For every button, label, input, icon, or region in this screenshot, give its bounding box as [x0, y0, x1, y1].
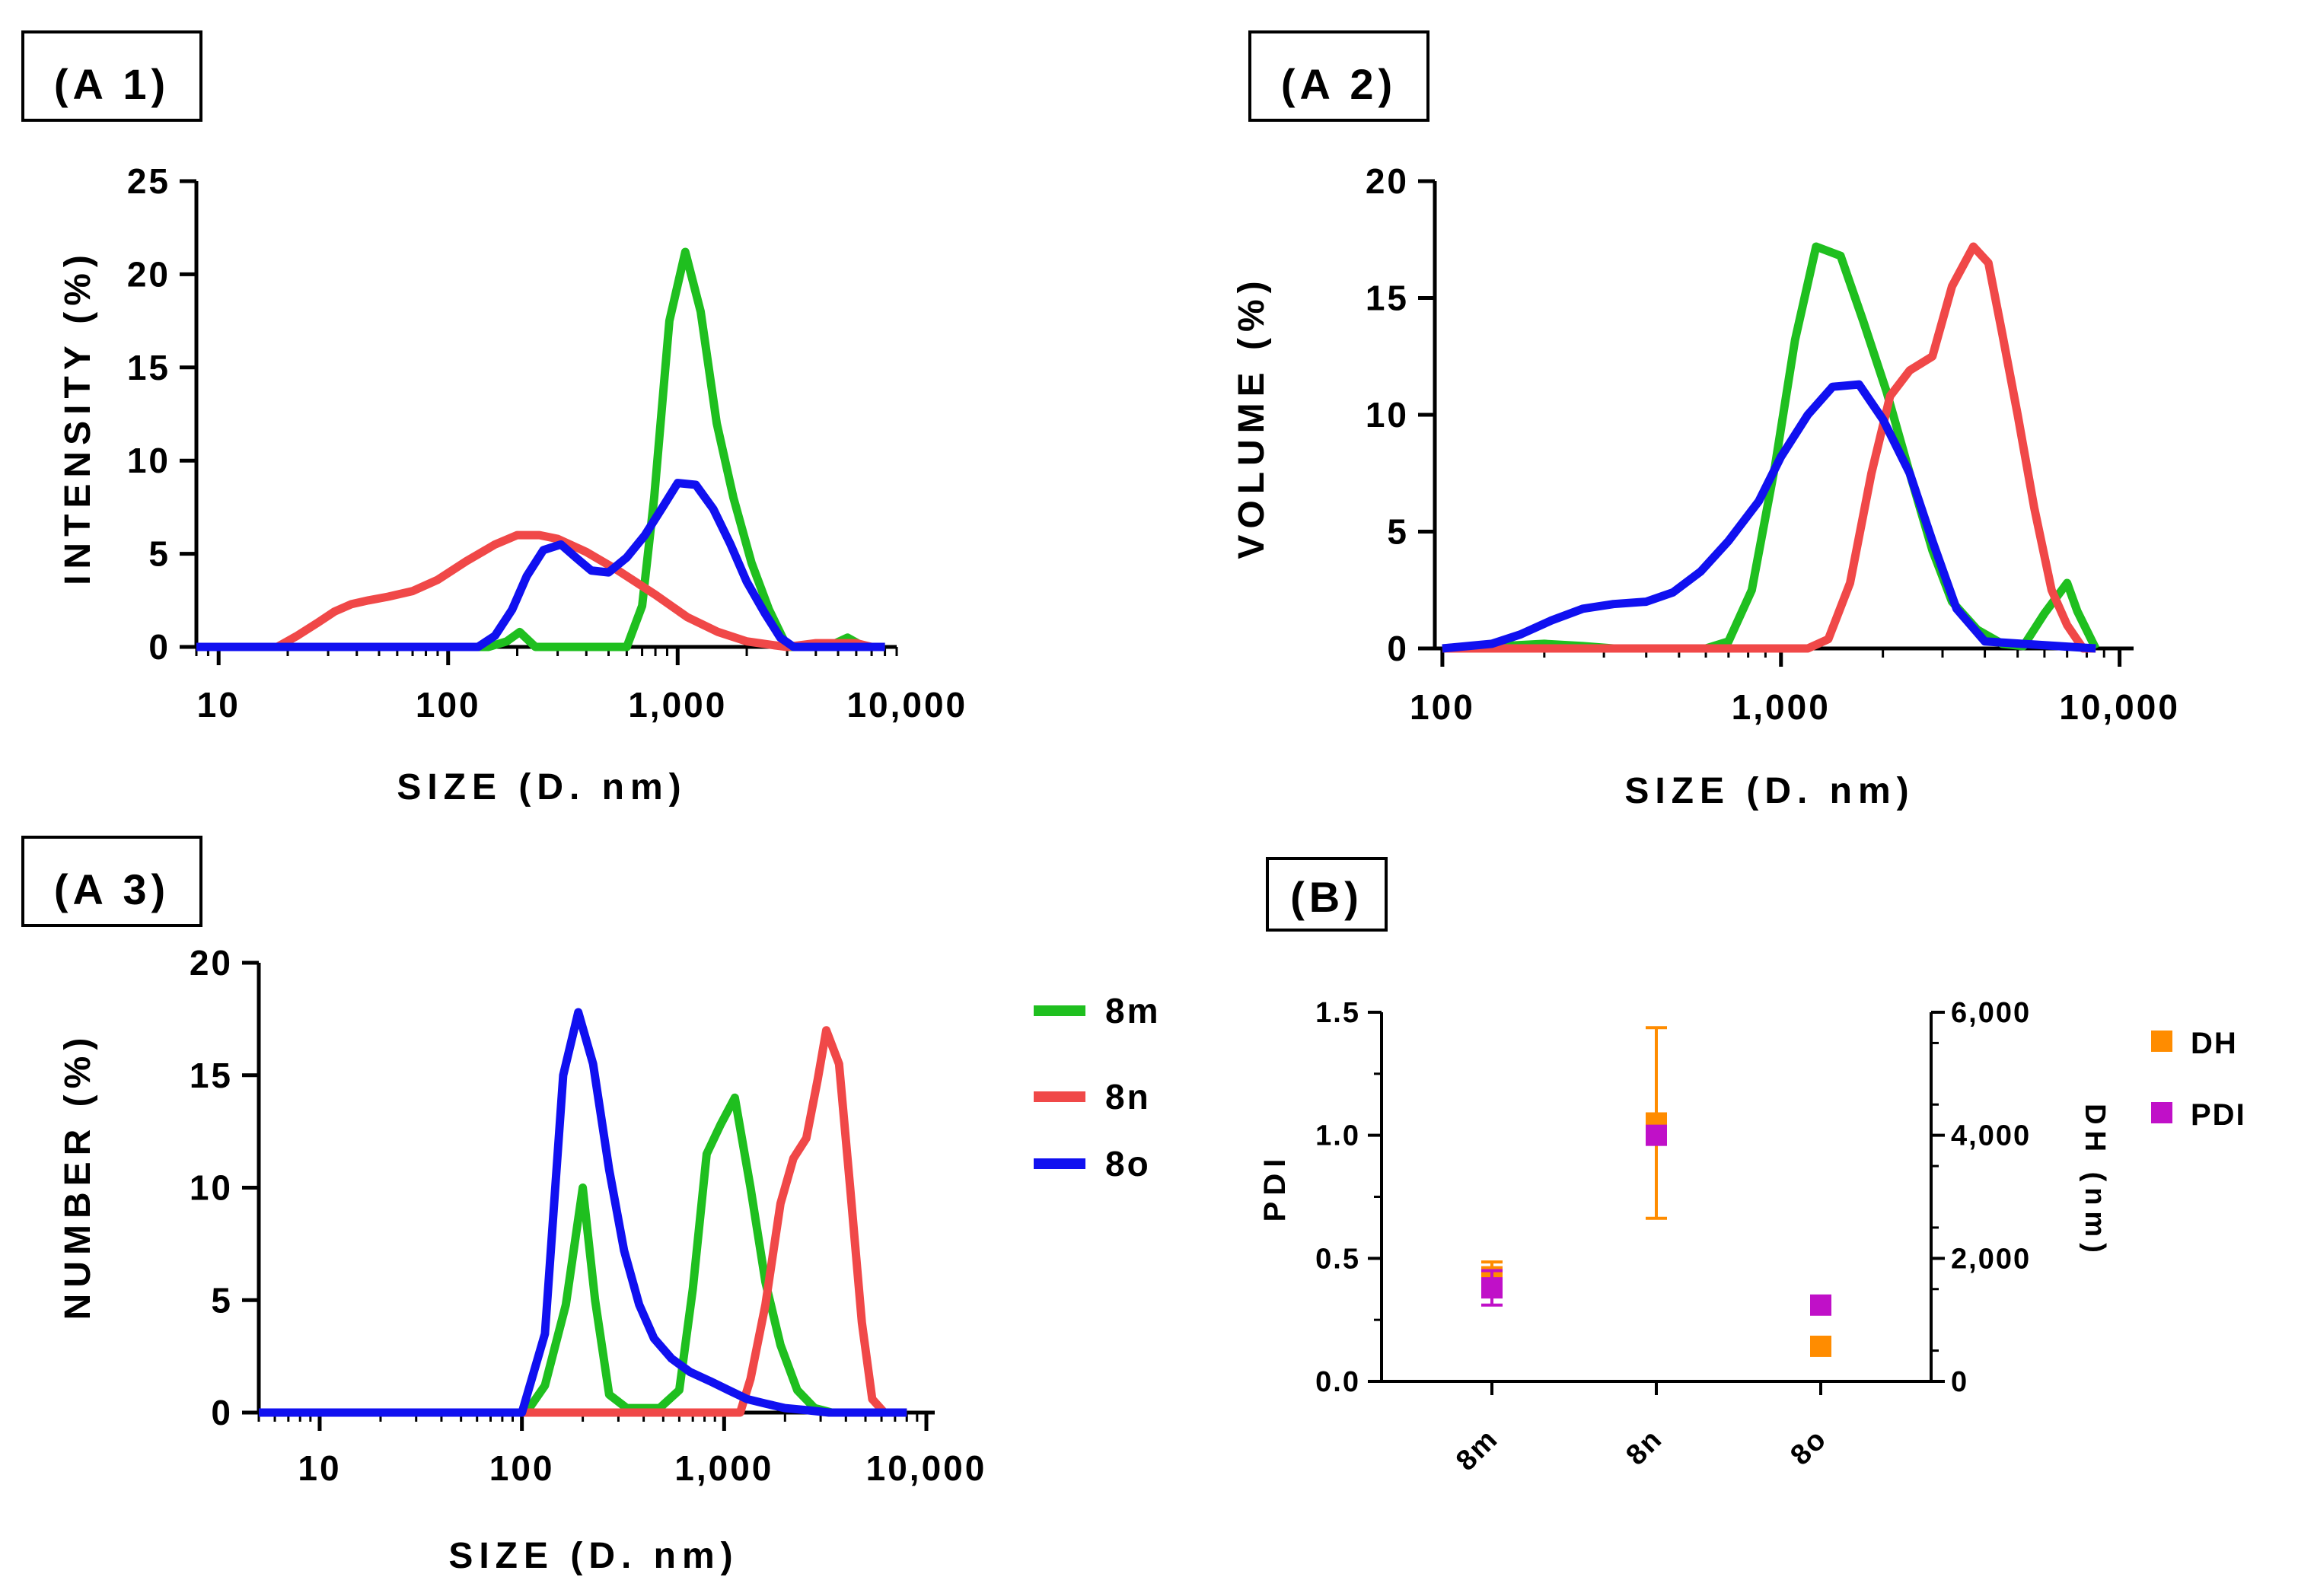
b-x-tick-label: 8n [1620, 1423, 1669, 1472]
a1-series-8m [196, 247, 885, 651]
a2-series-8n [1442, 242, 2096, 653]
panel-a2-label-box [1248, 30, 1429, 122]
a1-series-8n [196, 530, 873, 651]
panel-a1-label: (A 1) [54, 60, 170, 108]
a1-y-tick-label: 5 [148, 534, 171, 574]
b-y-tick-label: 0.5 [1315, 1243, 1360, 1275]
panel-a3-label-box [21, 836, 202, 927]
a3-y-tick-label: 0 [211, 1393, 233, 1432]
b-y-tick-label: 1.0 [1315, 1120, 1360, 1152]
a1-y-tick-label: 0 [148, 627, 171, 667]
legend-label-8o: 8o [1105, 1144, 1151, 1183]
panel-b: (B) PDI DH (nm) 0.0 0.5 1.0 1.5 0 2,000 4,000 6… [1258, 857, 2246, 1477]
a1-x-tick-label: 1,000 [628, 685, 727, 725]
panel-a2-label: (A 2) [1281, 60, 1397, 108]
a3-series-8n [259, 1026, 907, 1417]
a2-x-tick-label: 100 [1410, 687, 1475, 727]
a1-y-tick-label: 10 [127, 441, 171, 480]
a1-ticks: 0 5 10 15 20 25 10 100 1,000 10,000 [127, 161, 967, 725]
b-y2-tick-label: 2,000 [1951, 1243, 2031, 1275]
a1-x-tick-label: 10 [197, 685, 241, 725]
b-legend-label-dh: DH [2191, 1027, 2238, 1060]
b-x-tick-label: 8o [1784, 1423, 1833, 1472]
a3-y-axis-title: NUMBER (%) [58, 1032, 98, 1320]
a1-y-tick-label: 15 [127, 348, 171, 387]
b-pdi-point [1810, 1294, 1831, 1316]
a3-x-tick-label: 10 [298, 1448, 341, 1488]
panel-b-label: (B) [1290, 873, 1363, 921]
a1-x-tick-label: 100 [416, 685, 481, 725]
a1-x-tick-label: 10,000 [846, 685, 967, 725]
a1-series [196, 247, 885, 651]
b-legend: DH PDI [2151, 1027, 2246, 1132]
b-pdi-point [1481, 1277, 1503, 1299]
b-y-tick-label: 0.0 [1315, 1366, 1360, 1398]
panel-a2: (A 2) VOLUME (%) SIZE (D. nm) 0 5 10 15 20 10… [1232, 30, 2180, 811]
b-y-tick-label: 1.5 [1315, 997, 1360, 1029]
a1-y-tick-label: 25 [127, 161, 171, 201]
a3-x-axis-title: SIZE (D. nm) [448, 1536, 738, 1576]
b-y-axis-title: PDI [1258, 1153, 1292, 1222]
a2-x-tick-label: 10,000 [2059, 687, 2180, 727]
a2-x-axis-title: SIZE (D. nm) [1624, 771, 1914, 811]
a3-y-tick-label: 10 [190, 1168, 233, 1208]
a2-y-tick-label: 10 [1366, 395, 1409, 435]
b-legend-label-pdi: PDI [2191, 1098, 2246, 1132]
a2-y-tick-label: 20 [1366, 161, 1409, 201]
a1-y-axis-title: INTENSITY (%) [58, 249, 98, 585]
panel-a1: (A 1) INTENSITY (%) SIZE (D. nm) 0 5 10 15 2… [21, 30, 967, 808]
a2-ticks: 0 5 10 15 20 100 1,000 10,000 [1366, 161, 2180, 727]
a1-y-tick-label: 20 [127, 254, 171, 294]
a1-x-axis-title: SIZE (D. nm) [397, 767, 687, 808]
legend-label-8n: 8n [1105, 1077, 1151, 1117]
b-y2-axis-title: DH (nm) [2079, 1104, 2111, 1259]
b-y2-tick-label: 0 [1951, 1366, 1968, 1398]
b-series [1481, 1026, 1831, 1357]
panel-a1-label-box [21, 30, 202, 122]
a2-series-8o [1442, 380, 2096, 653]
a3-series-8o [259, 1008, 907, 1417]
b-ticks: 0.0 0.5 1.0 1.5 0 2,000 4,000 6,000 8m 8n 8o [1315, 997, 2031, 1477]
a3-ticks: 0 5 10 15 20 10 100 1,000 10,000 [190, 943, 987, 1488]
a1-series-8o [196, 479, 885, 651]
a2-y-tick-label: 0 [1387, 629, 1409, 668]
a3-series [259, 1008, 907, 1417]
a2-y-tick-label: 5 [1387, 512, 1409, 552]
panel-a3: (A 3) NUMBER (%) SIZE (D. nm) 0 5 10 15 20 10… [21, 836, 987, 1576]
a2-y-tick-label: 15 [1366, 279, 1409, 318]
b-pdi-point [1646, 1124, 1667, 1146]
b-dh-point [1810, 1335, 1831, 1357]
b-legend-swatch-pdi [2151, 1102, 2172, 1123]
b-legend-swatch-dh [2151, 1031, 2172, 1052]
a3-y-tick-label: 20 [190, 943, 233, 983]
panel-b-label-box [1266, 857, 1388, 932]
legend-label-8m: 8m [1105, 991, 1160, 1031]
a3-series-8m [259, 1093, 907, 1417]
a3-x-tick-label: 10,000 [866, 1448, 987, 1488]
a3-x-tick-label: 1,000 [674, 1448, 773, 1488]
series-legend: 8m 8n 8o [1034, 991, 1160, 1183]
b-y2-tick-label: 6,000 [1951, 997, 2031, 1029]
b-x-tick-label: 8m [1450, 1423, 1504, 1477]
a2-series [1442, 242, 2100, 653]
a2-x-tick-label: 1,000 [1732, 687, 1831, 727]
a2-y-axis-title: VOLUME (%) [1232, 275, 1272, 559]
a3-y-tick-label: 5 [211, 1280, 233, 1320]
b-y2-tick-label: 4,000 [1951, 1120, 2031, 1152]
panel-a3-label: (A 3) [54, 865, 170, 913]
a3-y-tick-label: 15 [190, 1056, 233, 1095]
a3-x-tick-label: 100 [489, 1448, 555, 1488]
